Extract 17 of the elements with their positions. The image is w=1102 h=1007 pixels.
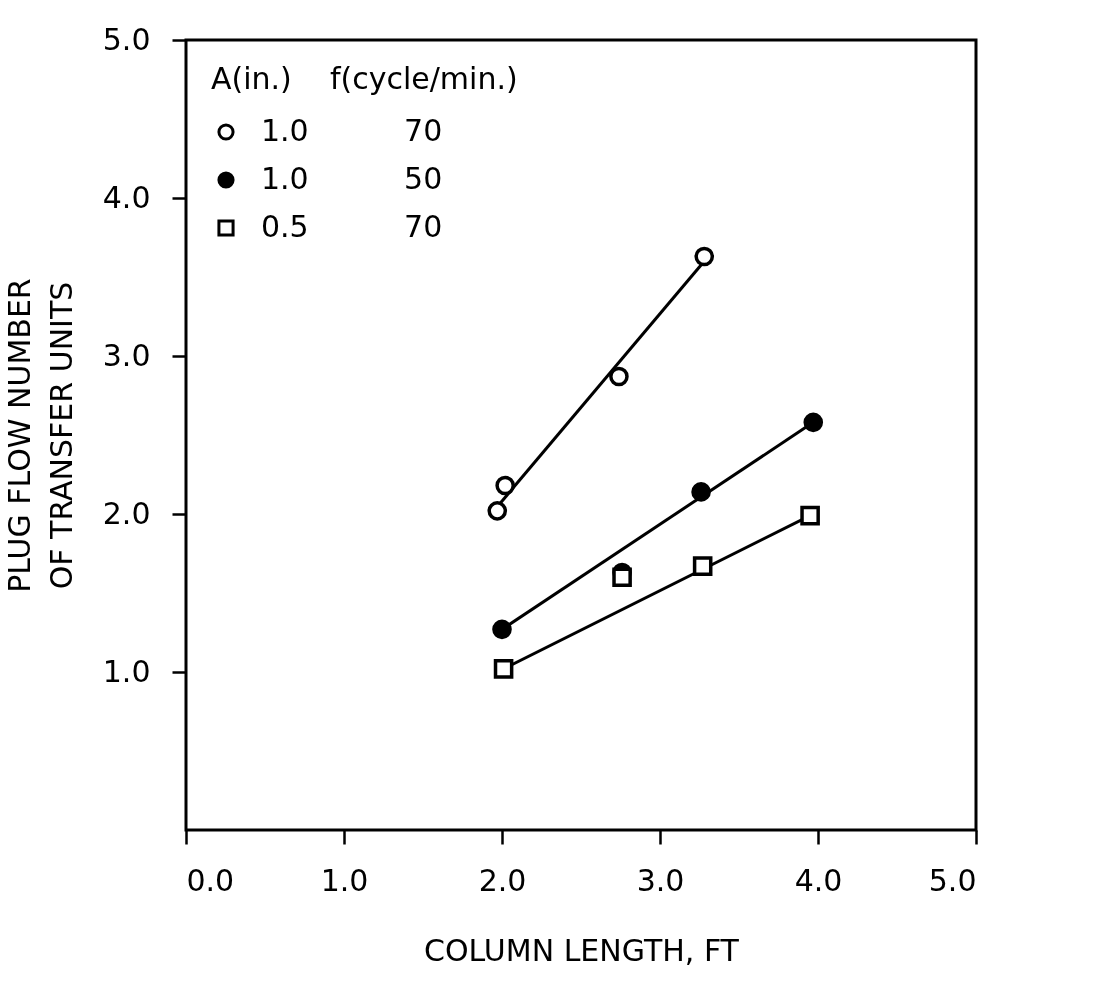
y-axis-title: PLUG FLOW NUMBER OF TRANSFER UNITS: [1, 278, 79, 593]
y-tick-label: 1.0: [102, 653, 151, 689]
x-tick-label: 4.0: [794, 862, 843, 898]
legend-label: 0.5 70: [261, 209, 443, 244]
x-tick-label: 2.0: [478, 862, 527, 898]
x-tick-label: 5.0: [928, 862, 977, 898]
legend-title: A(in.) f(cycle/min.): [211, 61, 518, 96]
x-tick-label: 1.0: [320, 862, 369, 898]
legend-label: 1.0 70: [261, 113, 443, 148]
y-tick-label: 5.0: [102, 21, 151, 57]
y-tick-label: 4.0: [102, 179, 151, 215]
x-axis-title: COLUMN LENGTH, FT: [424, 932, 740, 968]
y-tick-label: 2.0: [102, 495, 151, 531]
x-tick-label: 3.0: [636, 862, 685, 898]
y-tick-label: 3.0: [102, 337, 151, 373]
legend-label: 1.0 50: [261, 161, 443, 196]
x-tick-label: 0.0: [186, 862, 235, 898]
